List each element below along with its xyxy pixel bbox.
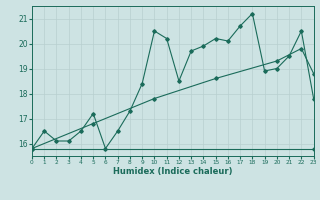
X-axis label: Humidex (Indice chaleur): Humidex (Indice chaleur) — [113, 167, 233, 176]
